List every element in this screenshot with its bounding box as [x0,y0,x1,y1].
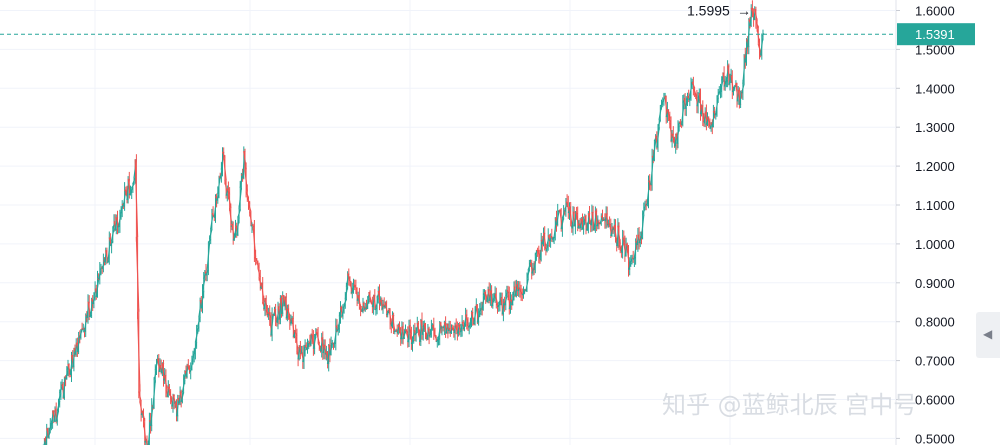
candle-body [741,83,745,94]
candle-body [391,314,396,332]
candle-body [555,211,560,225]
chevron-left-icon: ◀ [983,327,993,341]
grid [0,0,897,445]
candle-body [134,159,139,237]
candle-body [640,214,645,239]
candle-body [316,333,320,344]
candle-body [312,336,317,349]
candle-body [137,311,141,392]
tick-label: 0.8000 [915,315,955,330]
candle-body [652,140,657,161]
candle-body [180,392,185,403]
candle-body [473,307,477,325]
candle-body [217,176,221,195]
current-price-tag: 1.5391 [897,23,975,46]
candle-body [494,293,499,305]
candle-body [55,410,60,422]
tick-label: 1.0000 [915,237,955,252]
candle-body [142,420,147,443]
tick-label: 1.3000 [915,120,955,135]
candle-body [135,236,140,312]
tick-label: 0.9000 [915,276,955,291]
high-price-label: 1.5995 [687,3,730,19]
candle-body [154,360,159,371]
candle-body [560,217,565,230]
candle-body [238,187,242,210]
candle-body [247,203,252,212]
candle-body [138,391,142,402]
candle-body [145,438,149,445]
tick-label: 1.1000 [915,198,955,213]
candle-body [691,81,696,89]
candle-body [79,329,83,338]
candle-body [168,394,173,398]
candle-body [223,157,227,180]
candle-body [270,314,274,336]
price-axis: 1.6000 1.5000 1.4000 1.3000 1.2000 1.1000 1.00… [896,4,955,445]
candle-body [719,80,724,92]
tick-label: 1.2000 [915,159,955,174]
current-price-tag-bg [897,23,975,46]
tick-label: 1.6000 [915,4,955,19]
tick-label: 1.4000 [915,81,955,96]
candle-body [568,206,573,226]
watermark: 知乎 @蓝鲸北辰 宫中号 [662,391,917,419]
candle-body [152,380,156,409]
candle-body [47,431,51,438]
candle-body [95,278,100,298]
high-marker: 1.5995 → [687,3,751,19]
tick-label: 1.5000 [915,42,955,57]
current-price-tag-label: 1.5391 [915,27,955,42]
candle-body [208,229,213,240]
candles [42,0,765,445]
tick-label: 0.5000 [915,431,955,445]
tick-label: 0.7000 [915,354,955,369]
high-marker-arrow-icon: → [737,3,751,19]
candle-body [692,87,697,95]
candle-body [491,300,495,307]
candle-body [343,299,348,305]
candle-body [656,127,660,148]
candle-body [206,242,211,270]
candle-body [525,278,529,292]
candle-body [245,191,250,198]
candle-body [201,278,206,291]
tick-label: 0.6000 [915,393,955,408]
scale-panel-toggle[interactable]: ◀ [976,312,1000,358]
